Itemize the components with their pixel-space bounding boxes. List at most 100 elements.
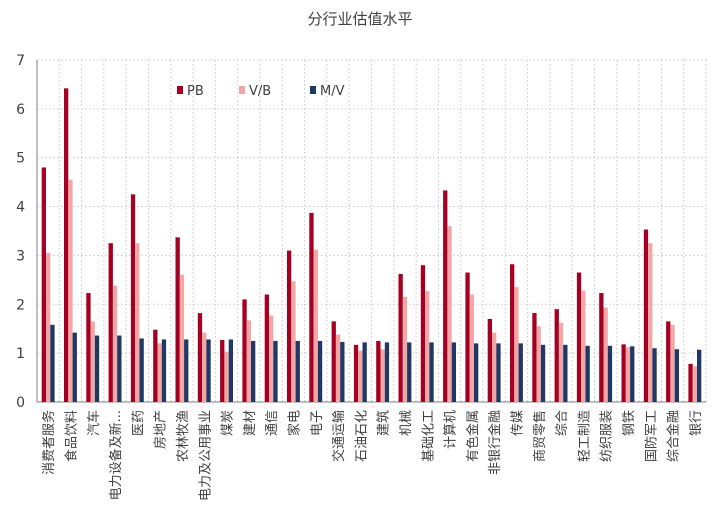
y-tick-label: 3 xyxy=(16,248,25,264)
bar-vb-9 xyxy=(246,320,251,402)
bar-pb-1 xyxy=(64,88,69,402)
bar-pb-18 xyxy=(443,190,448,402)
legend-label-2: M/V xyxy=(320,84,345,99)
bar-pb-8 xyxy=(220,339,225,402)
bar-vb-28 xyxy=(670,324,675,402)
x-tick-label: 银行 xyxy=(689,410,704,436)
bar-mv-16 xyxy=(407,342,412,402)
x-tick-label: 轻工制造 xyxy=(577,410,592,462)
bar-pb-17 xyxy=(420,265,426,402)
bar-mv-13 xyxy=(340,341,345,402)
bar-vb-8 xyxy=(224,351,229,402)
legend-label-1: V/B xyxy=(249,84,271,99)
bar-mv-7 xyxy=(206,339,211,402)
bar-pb-15 xyxy=(376,340,381,402)
x-tick-label: 传媒 xyxy=(510,410,525,436)
bar-mv-15 xyxy=(384,342,390,402)
bar-vb-23 xyxy=(558,322,564,402)
bar-pb-19 xyxy=(465,272,470,402)
bar-vb-26 xyxy=(625,347,631,402)
bar-vb-17 xyxy=(425,291,430,402)
bar-mv-25 xyxy=(607,345,613,402)
x-tick-label: 电力及公用事业 xyxy=(198,410,213,501)
y-tick-label: 6 xyxy=(16,102,25,118)
bar-pb-10 xyxy=(264,294,269,402)
legend-label-0: PB xyxy=(187,84,204,99)
bar-pb-0 xyxy=(41,167,46,402)
y-tick-label: 5 xyxy=(16,151,25,167)
bar-pb-11 xyxy=(287,250,292,402)
y-tick-label: 0 xyxy=(16,395,25,411)
bar-vb-15 xyxy=(380,349,385,402)
bar-vb-18 xyxy=(447,226,452,402)
x-tick-label: 综合 xyxy=(555,410,570,436)
bar-mv-8 xyxy=(228,339,233,402)
x-tick-label: 钢铁 xyxy=(622,410,637,436)
bar-vb-6 xyxy=(179,274,185,402)
bar-mv-17 xyxy=(429,342,434,402)
bar-vb-4 xyxy=(135,243,140,402)
bar-vb-10 xyxy=(269,315,274,402)
x-tick-label: 电子 xyxy=(310,410,325,436)
bar-vb-7 xyxy=(202,332,207,402)
bar-mv-10 xyxy=(273,340,278,402)
bar-vb-25 xyxy=(603,307,608,402)
bar-vb-0 xyxy=(46,252,51,402)
bar-mv-20 xyxy=(496,343,501,402)
x-tick-label: 家电 xyxy=(286,410,302,436)
bar-pb-6 xyxy=(175,237,180,402)
x-tick-label: 非银行金融 xyxy=(487,410,503,475)
bar-mv-6 xyxy=(184,339,189,402)
bar-vb-2 xyxy=(90,321,95,402)
bar-mv-2 xyxy=(94,335,100,402)
x-tick-label: 建筑 xyxy=(376,410,392,436)
x-tick-label: 房地产 xyxy=(153,410,169,449)
x-tick-label: 机械 xyxy=(399,410,414,436)
x-tick-label: 汽车 xyxy=(86,410,102,436)
x-tick-label: 综合金融 xyxy=(666,410,682,462)
bar-pb-16 xyxy=(398,273,403,402)
bar-pb-27 xyxy=(643,229,649,402)
bar-pb-4 xyxy=(130,194,136,402)
bar-pb-29 xyxy=(688,363,693,402)
bar-vb-20 xyxy=(492,332,497,402)
bar-vb-22 xyxy=(536,326,541,402)
bar-vb-24 xyxy=(581,290,586,402)
bar-mv-19 xyxy=(474,343,479,402)
x-tick-label: 商贸零售 xyxy=(532,410,548,462)
x-tick-label: 医药 xyxy=(131,410,146,436)
bar-mv-23 xyxy=(563,344,568,402)
x-tick-label: 农林牧渔 xyxy=(176,410,191,462)
bar-pb-2 xyxy=(86,293,91,402)
bar-mv-9 xyxy=(251,340,256,402)
bar-vb-3 xyxy=(112,285,118,402)
bar-mv-22 xyxy=(540,344,546,402)
bar-mv-12 xyxy=(317,340,323,402)
bar-mv-24 xyxy=(585,345,590,402)
bar-pb-22 xyxy=(532,313,537,402)
bar-pb-5 xyxy=(153,329,158,402)
bar-pb-14 xyxy=(353,344,359,402)
bar-vb-5 xyxy=(157,343,162,402)
y-tick-label: 4 xyxy=(16,200,25,216)
legend-swatch-2 xyxy=(310,86,316,94)
x-tick-label: 石油石化 xyxy=(354,410,369,462)
legend-swatch-1 xyxy=(239,86,245,94)
bar-pb-9 xyxy=(242,299,247,402)
x-tick-label: 煤炭 xyxy=(221,410,236,436)
y-tick-label: 2 xyxy=(16,297,25,313)
bar-mv-0 xyxy=(50,324,55,402)
bar-vb-16 xyxy=(402,296,408,402)
y-tick-label: 1 xyxy=(16,346,25,362)
bar-pb-21 xyxy=(510,264,515,402)
bar-mv-5 xyxy=(161,339,167,402)
x-tick-label: 消费者服务 xyxy=(41,410,57,475)
bar-pb-26 xyxy=(621,344,626,402)
bar-mv-4 xyxy=(139,338,144,402)
x-tick-label: 食品饮料 xyxy=(63,410,79,462)
x-tick-label: 国防军工 xyxy=(643,410,659,462)
bar-vb-1 xyxy=(68,179,73,402)
bar-vb-21 xyxy=(514,287,519,402)
